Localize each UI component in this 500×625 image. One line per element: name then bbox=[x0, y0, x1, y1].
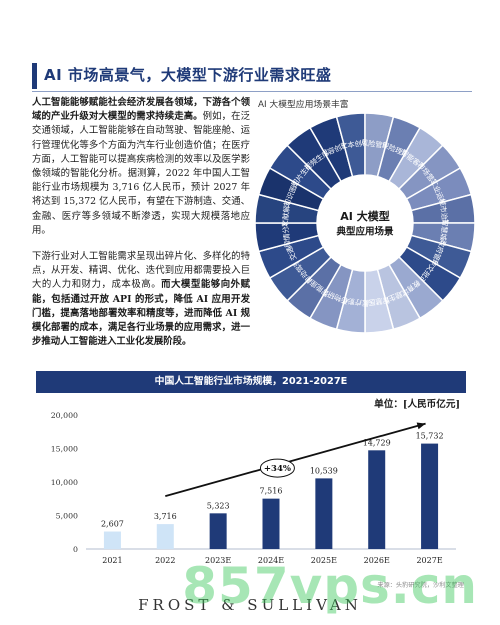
watermark: 857vps.cn bbox=[182, 557, 478, 615]
wheel-segment-label: 舆情分析 bbox=[280, 219, 293, 249]
bar bbox=[209, 513, 227, 549]
x-tick-label: 2021 bbox=[102, 556, 122, 565]
chart-title-banner bbox=[36, 371, 466, 393]
wheel-segment-label: 智慧城市 bbox=[437, 219, 450, 249]
wheel-segment bbox=[286, 126, 343, 191]
paragraph-1-lead: 人工智能能够赋能社会经济发展各领域，下游各个领域的产业升级对大模型的需求持续走高… bbox=[32, 97, 250, 123]
top-whitespace bbox=[0, 0, 500, 60]
y-tick-label: 5,000 bbox=[56, 512, 78, 521]
page-title: AI 市场高景气，大模型下游行业需求旺盛 bbox=[44, 66, 332, 84]
chart-unit: 单位：[人民币亿元] bbox=[374, 399, 460, 410]
wheel-segment-label: 文献解读 bbox=[280, 198, 293, 228]
wheel-segment-label: 城市治理 bbox=[437, 198, 450, 228]
x-tick-label: 2023E bbox=[205, 556, 231, 565]
application-scenario-wheel: 内容创作文本创作风险管理保险理赔智能客服市场营销工业运检城市治理智慧城市政府管理… bbox=[254, 112, 476, 334]
bar bbox=[262, 498, 280, 549]
frost-sullivan-logo: FROST & SULLIVAN bbox=[138, 596, 362, 614]
wheel-center-label: 典型应用场景 bbox=[336, 226, 394, 238]
x-tick-label: 2027E bbox=[416, 556, 442, 565]
paragraph-1: 人工智能能够赋能社会经济发展各领域，下游各个领域的产业升级对大模型的需求持续走高… bbox=[32, 96, 250, 238]
bar bbox=[421, 443, 439, 549]
wheel-segment-label: 医疗影像 bbox=[340, 295, 370, 308]
paragraph-1-body: 例如，在泛交通领域，人工智能能够在自动驾驶、智能座舱、运行管理优化等多个方面为汽… bbox=[32, 111, 250, 236]
bar-value-label: 3,716 bbox=[154, 512, 177, 521]
bar-value-label: 10,539 bbox=[310, 466, 338, 475]
wheel-center bbox=[318, 176, 412, 270]
wheel-segment-label: 文本创作 bbox=[340, 138, 370, 151]
wheel-center-label: AI 大模型 bbox=[340, 209, 389, 223]
y-tick-label: 0 bbox=[73, 545, 78, 554]
chart-title: 中国人工智能行业市场规模，2021-2027E bbox=[154, 376, 348, 387]
source-note: 来源：头豹研究院，沙利文整理 bbox=[377, 582, 464, 589]
bar-value-label: 15,732 bbox=[416, 432, 444, 441]
bar-value-label: 2,607 bbox=[101, 520, 124, 529]
x-tick-label: 2026E bbox=[364, 556, 390, 565]
title-accent-bar bbox=[32, 63, 37, 89]
bar-value-label: 7,516 bbox=[260, 487, 283, 496]
growth-arrow-head bbox=[416, 422, 426, 430]
growth-arrow-line bbox=[165, 422, 426, 497]
bar-value-label: 5,323 bbox=[207, 501, 230, 510]
x-tick-label: 2022 bbox=[155, 556, 175, 565]
bar bbox=[156, 524, 174, 549]
x-tick-label: 2024E bbox=[258, 556, 284, 565]
x-tick-label: 2025E bbox=[311, 556, 337, 565]
y-tick-label: 10,000 bbox=[51, 478, 78, 487]
y-tick-label: 20,000 bbox=[51, 411, 78, 420]
title-underline bbox=[32, 91, 472, 92]
bar bbox=[103, 531, 121, 549]
wheel-segment-label: 智慧医疗 bbox=[361, 295, 391, 308]
market-size-bar-chart: 0 5,000 10,000 15,000 20,000 2,607 2021 3,716 20… bbox=[36, 371, 466, 578]
bar bbox=[315, 478, 333, 549]
growth-rate-label: +34% bbox=[264, 464, 291, 474]
y-tick-label: 15,000 bbox=[51, 445, 78, 454]
paragraph-2: 下游行业对人工智能需求呈现出碎片化、多样化的特点，从开发、精调、优化、迭代到应用… bbox=[32, 250, 250, 349]
paragraph-2-body: 下游行业对人工智能需求呈现出碎片化、多样化的特点，从开发、精调、优化、迭代到应用… bbox=[32, 251, 250, 291]
paragraph-2-emphasis: 而大模型能够向外赋能，包括通过开放 API 的形式，降低 AI 应用开发门槛，提… bbox=[32, 279, 250, 348]
growth-badge bbox=[259, 458, 295, 478]
bar bbox=[368, 450, 386, 549]
wheel-caption: AI 大模型应用场景丰富 bbox=[258, 100, 349, 110]
bar-value-label: 14,729 bbox=[363, 438, 391, 447]
wheel-segment-label: 风险管理 bbox=[361, 138, 391, 151]
